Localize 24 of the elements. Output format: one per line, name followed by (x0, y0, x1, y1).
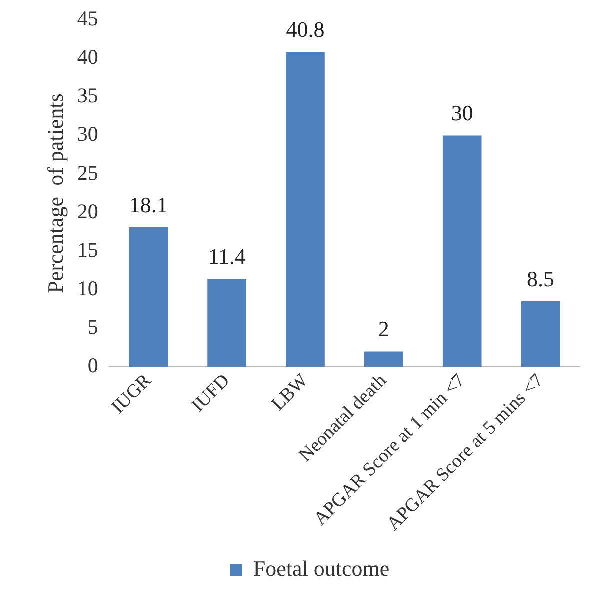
data-label: 8.5 (527, 266, 555, 292)
y-tick-label: 35 (77, 84, 98, 108)
data-label: 2 (378, 316, 390, 342)
bar (208, 279, 246, 368)
y-tick-label: 25 (77, 160, 98, 185)
y-tick-label: 10 (77, 276, 98, 300)
legend-label: Foetal outcome (253, 556, 390, 581)
y-tick-label: 0 (88, 354, 98, 378)
y-tick-label: 15 (77, 238, 98, 262)
data-label: 30 (451, 100, 474, 126)
data-label: 40.8 (286, 17, 325, 42)
data-label: 11.4 (208, 244, 246, 269)
y-tick-label: 30 (77, 122, 98, 146)
bar (442, 136, 482, 368)
y-tick-label: 45 (77, 6, 98, 31)
bar (521, 302, 560, 368)
data-label: 18.1 (129, 192, 168, 218)
y-tick-label: 40 (77, 45, 98, 70)
bar (286, 52, 325, 368)
y-tick-label: 20 (77, 199, 98, 224)
bar (129, 228, 168, 368)
y-tick-label: 5 (88, 315, 98, 340)
bar (364, 352, 404, 368)
y-axis-title: Percentage of patients (42, 94, 68, 294)
